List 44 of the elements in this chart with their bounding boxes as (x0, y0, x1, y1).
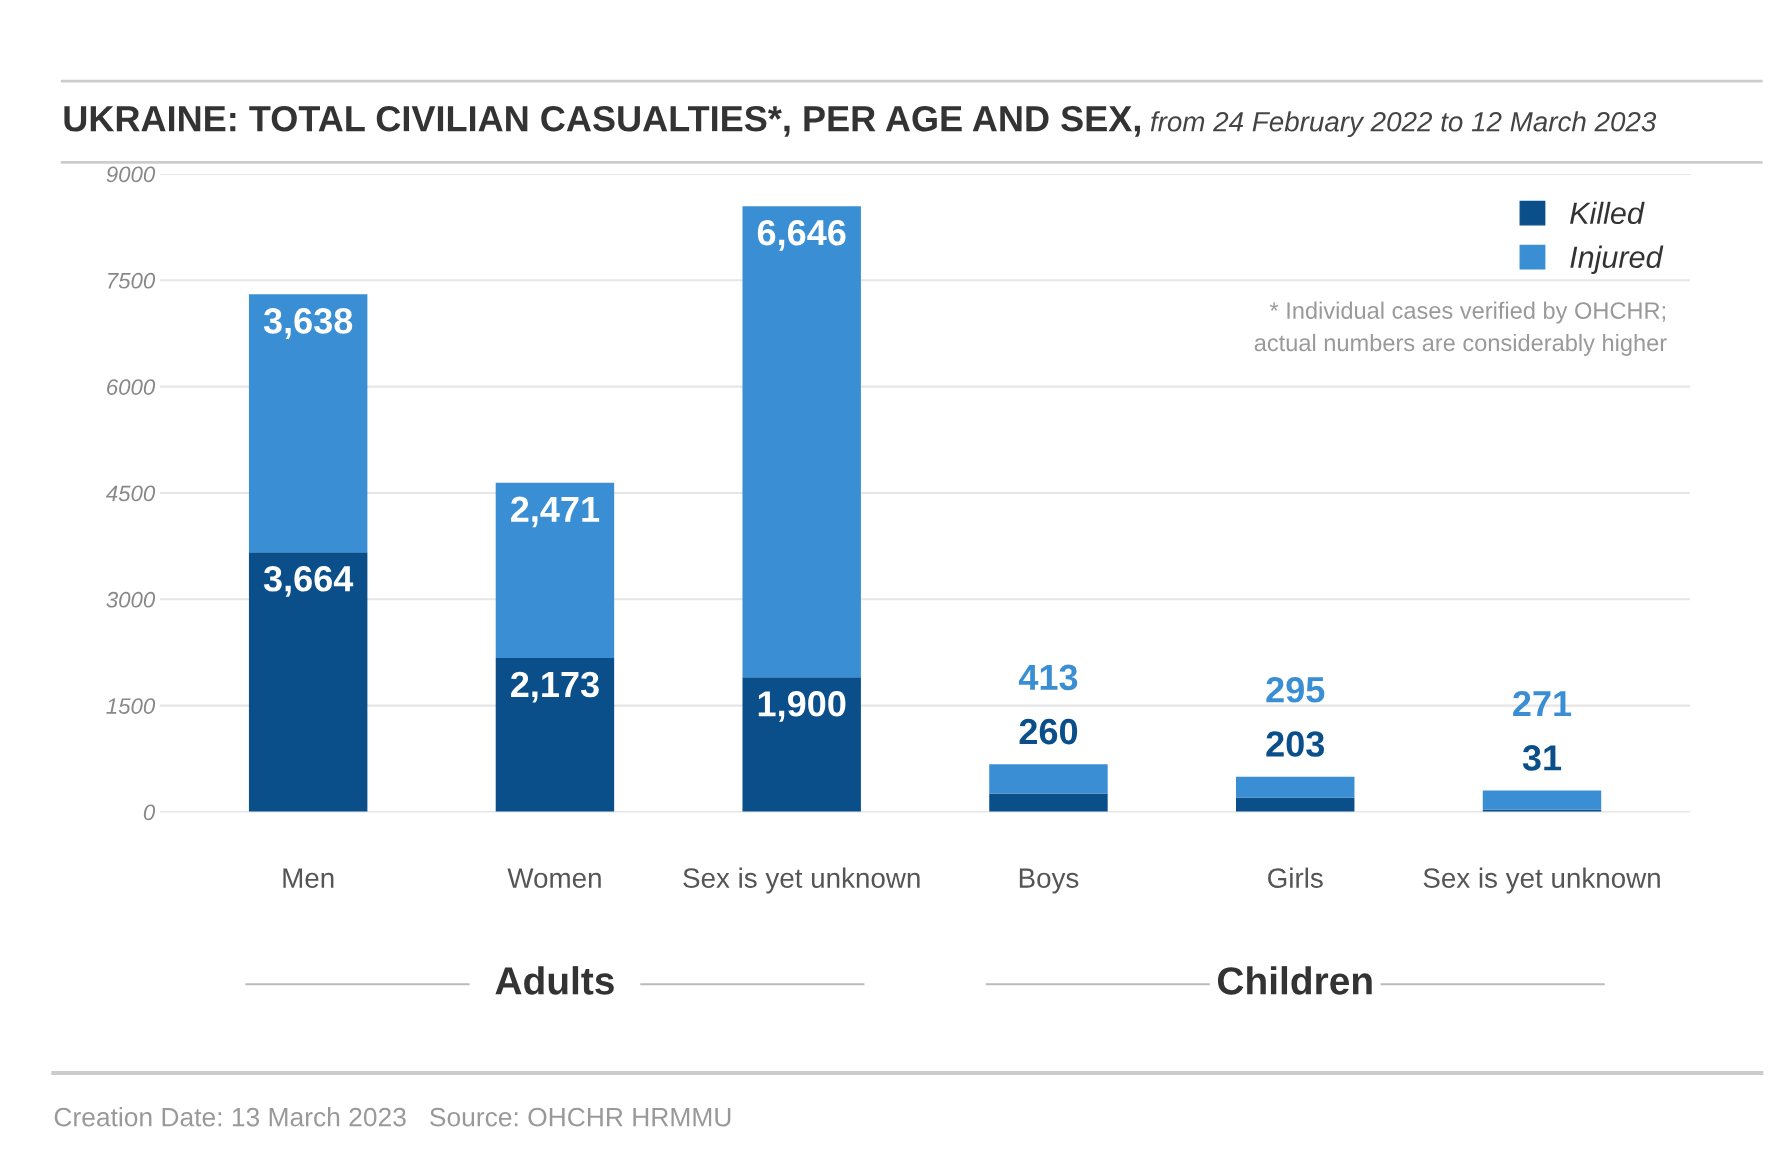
legend-label: Injured (1570, 245, 1664, 275)
x-tick-label: Sex is yet unknown (683, 867, 920, 894)
y-tick-label: 4500 (105, 485, 156, 502)
bar (1236, 797, 1355, 812)
bar (989, 764, 1108, 794)
legend-label: Killed (1570, 201, 1645, 225)
text: Children (1217, 966, 1372, 995)
bar (248, 294, 368, 553)
bar (495, 482, 615, 658)
data-label: 1,900 (758, 691, 846, 722)
bar (1482, 790, 1602, 810)
bar (742, 677, 861, 812)
y-tick-label: 0 (143, 804, 156, 821)
y-tick-label: 3000 (106, 591, 156, 608)
bar (248, 552, 368, 812)
data-label: 2,173 (511, 671, 599, 703)
bar (989, 793, 1108, 812)
data-label: 295 (1266, 677, 1325, 703)
data-label: 3,664 (263, 565, 354, 597)
chart-subtitle: from 24 February 2022 to 12 March 2023 (1150, 111, 1657, 138)
data-label: 2,471 (511, 496, 600, 528)
data-label: 413 (1018, 664, 1078, 691)
bar (1236, 776, 1355, 798)
data-label: 3,638 (263, 308, 353, 339)
data-label: 271 (1513, 690, 1572, 717)
bar (495, 657, 615, 812)
chart-title: UKRAINE: TOTAL CIVILIAN CASUALTIES*, PER AGE AND SEX, (64, 105, 1140, 137)
data-label: 31 (1522, 745, 1562, 771)
x-tick-label: Women (507, 868, 601, 888)
text: Adults (495, 966, 614, 995)
data-label: 203 (1266, 731, 1325, 757)
y-tick-label: 7500 (108, 272, 156, 289)
x-tick-label: Sex is yet unknown (1423, 867, 1660, 894)
bar (742, 206, 861, 678)
text: Creation Date: 13 March 2023 Source: OHCHR HRMMU (54, 1107, 731, 1127)
annotation: * Individual cases verified by OHCHR; actual numbers are considerably higher (1254, 301, 1667, 356)
y-tick-label: 1500 (106, 698, 156, 714)
y-tick-label: 6000 (107, 379, 156, 395)
x-tick-label: Men (283, 868, 334, 888)
x-tick-label: Girls (1268, 867, 1323, 888)
y-tick-label: 9000 (106, 166, 156, 183)
x-tick-label: Boys (1019, 868, 1079, 894)
data-label: 260 (1019, 718, 1078, 745)
data-label: 6,646 (757, 219, 846, 251)
